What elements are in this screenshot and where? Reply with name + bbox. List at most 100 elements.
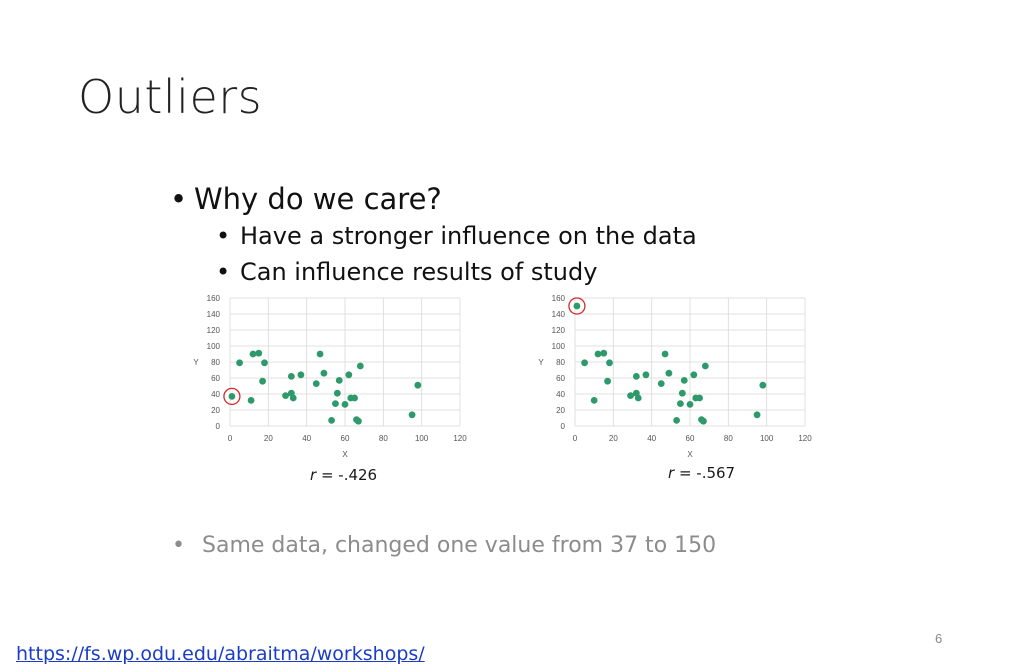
y-axis-title: Y xyxy=(193,358,199,367)
data-point xyxy=(228,393,236,400)
x-tick-label: 100 xyxy=(760,434,774,443)
x-tick-label: 120 xyxy=(453,434,467,443)
page-number: 6 xyxy=(935,631,943,646)
y-tick-label: 140 xyxy=(552,310,566,319)
data-point xyxy=(316,350,324,358)
x-tick-label: 60 xyxy=(341,434,350,443)
bullet-marker: • xyxy=(216,258,231,286)
x-tick-label: 40 xyxy=(302,434,311,443)
data-point xyxy=(249,350,257,358)
bullet-marker: • xyxy=(216,222,231,250)
data-point xyxy=(661,350,669,358)
data-point xyxy=(282,392,289,399)
x-tick-label: 80 xyxy=(724,434,733,443)
y-tick-label: 20 xyxy=(556,406,565,415)
y-tick-label: 20 xyxy=(211,406,220,415)
data-point xyxy=(632,373,640,380)
x-axis-title: X xyxy=(687,450,693,459)
data-point xyxy=(590,397,598,404)
correlation-label-changed: r = -.567 xyxy=(668,464,736,482)
data-point xyxy=(236,359,243,367)
data-point xyxy=(634,394,642,402)
y-tick-label: 120 xyxy=(552,326,566,335)
y-tick-label: 80 xyxy=(211,358,220,367)
correlation-label-original: r = -.426 xyxy=(310,466,378,484)
y-tick-label: 100 xyxy=(552,342,566,351)
note-bullet: • Same data, changed one value from 37 to… xyxy=(172,533,716,558)
data-point xyxy=(332,400,339,407)
data-point xyxy=(335,377,343,384)
sub-bullet: • Have a stronger influence on the data xyxy=(216,222,697,250)
data-point xyxy=(690,371,698,379)
data-point xyxy=(600,349,608,357)
data-point xyxy=(696,394,703,402)
sub-bullet: • Can influence results of study xyxy=(216,258,697,286)
data-point xyxy=(247,397,255,404)
y-tick-label: 140 xyxy=(207,310,221,319)
data-point xyxy=(642,371,650,379)
y-axis-title: Y xyxy=(538,358,544,367)
sub-bullet-text: Have a stronger influence on the data xyxy=(240,222,697,250)
x-tick-label: 100 xyxy=(415,434,429,443)
y-tick-label: 0 xyxy=(561,422,566,431)
y-tick-label: 160 xyxy=(552,294,566,303)
x-tick-label: 40 xyxy=(647,434,656,443)
y-tick-label: 160 xyxy=(207,294,221,303)
bullet-main-text: Why do we care? xyxy=(194,182,442,216)
data-point xyxy=(657,380,665,387)
data-point xyxy=(414,381,422,389)
scatter-chart-original: 0 20 40 60 80 100 120 140 160 0 20 40 60 80 100 120 X Y xyxy=(193,294,467,459)
bullet-main: • Why do we care? xyxy=(170,182,697,216)
bullet-marker: • xyxy=(172,533,185,558)
x-tick-label: 0 xyxy=(228,434,233,443)
data-point xyxy=(581,359,588,367)
data-point xyxy=(627,392,634,399)
data-point xyxy=(759,381,767,389)
y-tick-label: 60 xyxy=(211,374,220,383)
data-point xyxy=(356,362,364,370)
y-tick-label: 80 xyxy=(556,358,565,367)
outlier-highlight-ring xyxy=(568,297,586,315)
data-point xyxy=(261,359,268,367)
data-point xyxy=(408,411,416,419)
data-point xyxy=(341,401,349,408)
data-point xyxy=(355,417,362,425)
bullet-marker: • xyxy=(170,182,188,216)
x-tick-label: 120 xyxy=(798,434,812,443)
scatter-chart-changed: 0 20 40 60 80 100 120 140 160 0 20 40 60 80 100 120 X Y xyxy=(538,294,812,459)
x-tick-label: 60 xyxy=(686,434,695,443)
x-tick-label: 20 xyxy=(609,434,618,443)
data-point xyxy=(686,401,694,408)
data-point xyxy=(604,377,611,385)
x-tick-label: 20 xyxy=(264,434,273,443)
y-tick-label: 40 xyxy=(211,390,220,399)
y-tick-label: 100 xyxy=(207,342,221,351)
data-point xyxy=(351,394,358,402)
data-point xyxy=(259,377,266,385)
slide-title: Outliers xyxy=(78,70,263,124)
workshop-link[interactable]: https://fs.wp.odu.edu/abraitma/workshops… xyxy=(16,643,425,665)
data-point xyxy=(700,417,707,425)
y-tick-label: 0 xyxy=(216,422,221,431)
x-tick-label: 80 xyxy=(379,434,388,443)
y-tick-label: 40 xyxy=(556,390,565,399)
data-point xyxy=(606,359,613,367)
x-axis-title: X xyxy=(342,450,348,459)
y-tick-label: 60 xyxy=(556,374,565,383)
data-point xyxy=(333,389,341,397)
data-point xyxy=(678,389,686,397)
data-point xyxy=(594,350,602,358)
data-point xyxy=(297,371,305,379)
data-point xyxy=(677,400,684,407)
bullet-list: • Why do we care? • Have a stronger influe… xyxy=(170,182,697,286)
data-point xyxy=(573,302,581,310)
data-point xyxy=(289,394,297,402)
data-point xyxy=(673,417,680,424)
data-point xyxy=(255,349,263,357)
data-point xyxy=(753,411,761,419)
note-text: Same data, changed one value from 37 to … xyxy=(202,533,717,558)
y-tick-label: 120 xyxy=(207,326,221,335)
data-point xyxy=(328,417,335,424)
data-point xyxy=(320,369,328,377)
data-point xyxy=(287,373,295,380)
